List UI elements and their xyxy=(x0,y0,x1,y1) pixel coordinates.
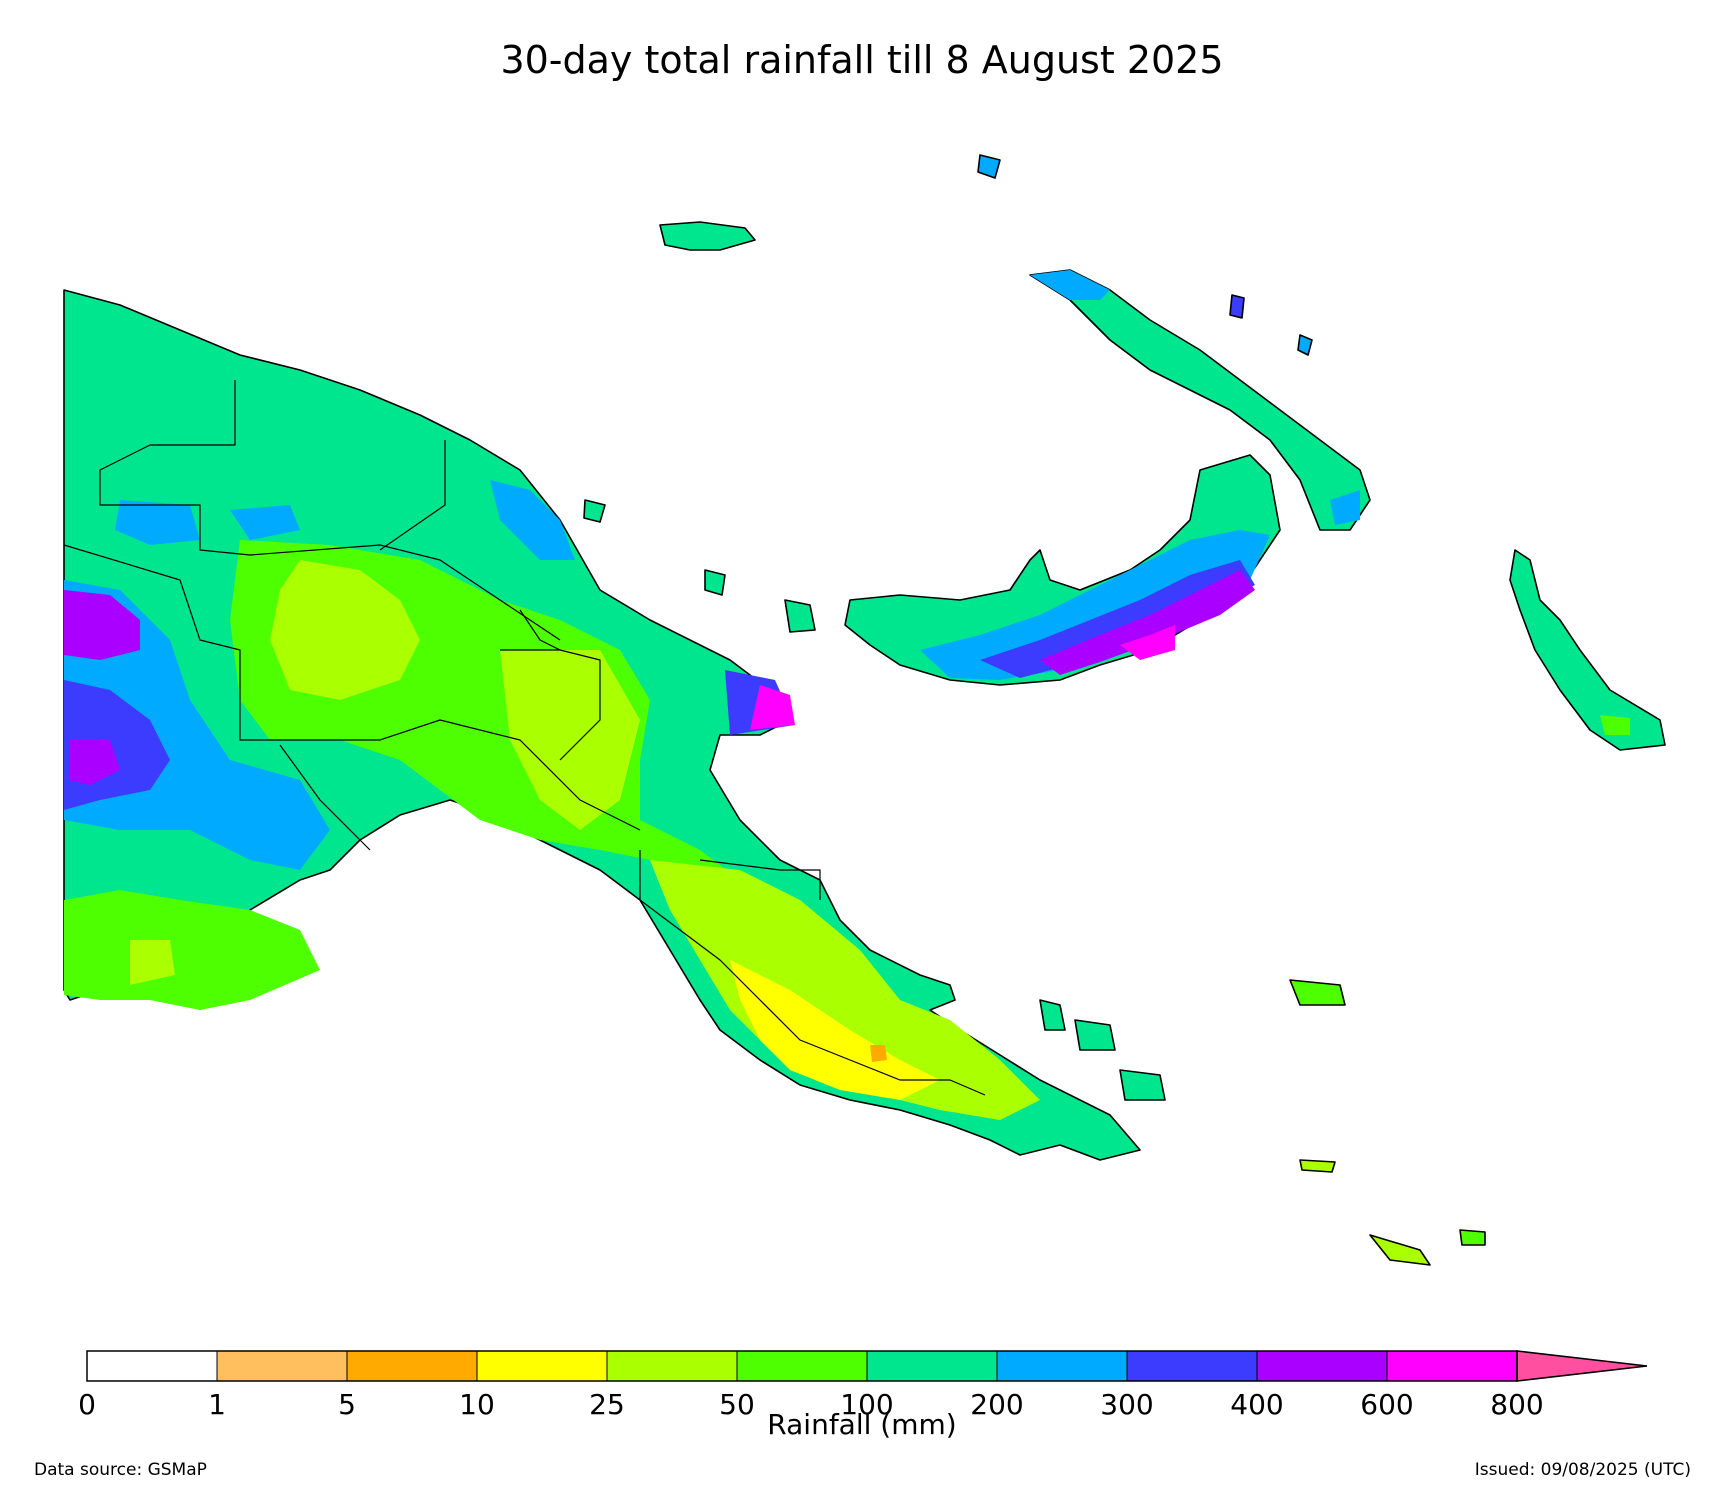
colorbar-bin xyxy=(86,1350,218,1382)
colorbar-tick-label: 300 xyxy=(1100,1388,1153,1420)
colorbar-tick-label: 5 xyxy=(338,1388,356,1420)
colorbar-bin xyxy=(1386,1350,1518,1382)
colorbar-tick-label: 600 xyxy=(1360,1388,1413,1420)
colorbar-tick-label: 200 xyxy=(970,1388,1023,1420)
colorbar-tick-label: 25 xyxy=(589,1388,625,1420)
colorbar-bin xyxy=(1126,1350,1258,1382)
colorbar-tick-label: 800 xyxy=(1490,1388,1543,1420)
colorbar-tick-label: 100 xyxy=(840,1388,893,1420)
colorbar-frame xyxy=(86,1350,1518,1382)
manus-island xyxy=(659,221,756,251)
colorbar-bin xyxy=(1256,1350,1388,1382)
colorbar-tick-label: 400 xyxy=(1230,1388,1283,1420)
colorbar: 0 1 5 10 25 50 100 200 300 400 600 800 xyxy=(78,1350,1648,1420)
map-title: 30-day total rainfall till 8 August 2025 xyxy=(500,38,1224,82)
colorbar-tick-label: 1 xyxy=(208,1388,226,1420)
colorbar-bin xyxy=(346,1350,478,1382)
colorbar-tick-label: 10 xyxy=(459,1388,495,1420)
bougainville xyxy=(1509,549,1666,751)
colorbar-bin xyxy=(216,1350,348,1382)
colorbar-label: Rainfall (mm) xyxy=(767,1408,957,1441)
colorbar-bin xyxy=(866,1350,998,1382)
colorbar-bin xyxy=(736,1350,868,1382)
colorbar-extend-arrow xyxy=(1516,1350,1648,1382)
colorbar-bin xyxy=(476,1350,608,1382)
issued-date-note: Issued: 09/08/2025 (UTC) xyxy=(1474,1460,1691,1480)
colorbar-tick-label: 50 xyxy=(719,1388,755,1420)
rainfall-map xyxy=(63,154,1666,1266)
colorbar-bin xyxy=(996,1350,1128,1382)
data-source-note: Data source: GSMaP xyxy=(34,1460,207,1480)
colorbar-bin xyxy=(606,1350,738,1382)
colorbar-tick-label: 0 xyxy=(78,1388,96,1420)
